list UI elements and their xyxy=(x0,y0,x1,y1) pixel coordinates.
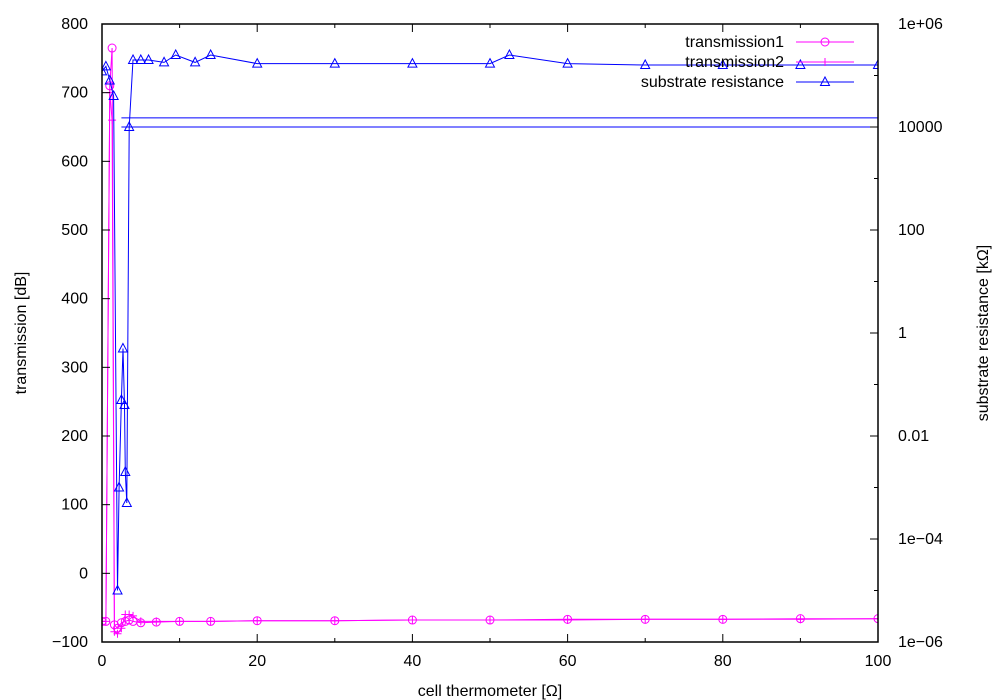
data-point xyxy=(251,57,263,68)
y-tick-label: 200 xyxy=(61,428,88,445)
data-point xyxy=(820,37,830,47)
data-point xyxy=(102,617,110,626)
data-point xyxy=(107,43,117,53)
data-point xyxy=(563,616,572,625)
x-tick-label: 20 xyxy=(248,653,266,670)
data-point xyxy=(189,56,201,67)
data-point xyxy=(170,48,182,60)
data-point xyxy=(330,616,339,625)
x-tick-label: 80 xyxy=(714,653,732,670)
y2-tick-label: 1e−04 xyxy=(898,531,943,548)
y-tick-label: 100 xyxy=(61,497,88,514)
data-point xyxy=(407,57,418,68)
y-tick-label: 500 xyxy=(61,222,88,239)
data-point xyxy=(136,617,145,626)
data-point xyxy=(117,342,129,353)
data-point xyxy=(108,116,117,125)
data-point xyxy=(821,58,829,66)
series-layer xyxy=(102,43,878,638)
data-point xyxy=(175,617,184,626)
data-point xyxy=(504,48,515,60)
series-transmission2 xyxy=(102,88,878,638)
y2-tick-label: 10000 xyxy=(898,119,943,136)
y2-axis-label: substrate resistance [kΩ] xyxy=(975,245,992,421)
y-tick-label: 700 xyxy=(61,85,88,102)
legend-label: transmission1 xyxy=(685,34,784,51)
data-point xyxy=(486,616,494,625)
data-point xyxy=(718,615,727,624)
y-tick-label: 400 xyxy=(61,291,88,308)
data-point xyxy=(113,629,122,638)
data-point xyxy=(125,610,134,619)
series-substrate-resistance xyxy=(102,48,878,595)
y-tick-label: 0 xyxy=(79,565,88,582)
data-point xyxy=(874,614,878,623)
y-tick-label: 800 xyxy=(61,16,88,33)
data-point xyxy=(872,58,878,69)
data-point xyxy=(152,617,161,626)
data-point xyxy=(102,60,112,71)
legend-label: substrate resistance xyxy=(641,74,784,91)
y2-tick-label: 100 xyxy=(898,222,925,239)
y2-tick-label: 0.01 xyxy=(898,428,929,445)
y-axis-label: transmission [dB] xyxy=(13,272,30,395)
data-point xyxy=(121,496,133,508)
series-line xyxy=(102,54,878,591)
data-point xyxy=(639,58,651,69)
data-point xyxy=(562,57,573,68)
y-tick-label: 600 xyxy=(61,153,88,170)
y-tick-label: −100 xyxy=(52,634,88,651)
data-point xyxy=(119,398,130,409)
legend-label: transmission2 xyxy=(685,54,784,71)
data-point xyxy=(795,58,806,69)
data-point xyxy=(135,53,147,64)
data-point xyxy=(484,57,496,68)
data-point xyxy=(119,465,131,476)
data-point xyxy=(112,584,123,595)
x-axis-label: cell thermometer [Ω] xyxy=(418,683,562,700)
data-point xyxy=(102,65,108,76)
legend: transmission1 transmission2 substrate resi… xyxy=(641,34,854,91)
data-point xyxy=(717,58,729,69)
x-tick-label: 40 xyxy=(404,653,422,670)
ticks-layer: 0 20 40 60 80 100 −100 0 100 200 300 400 500 600 700 80… xyxy=(52,16,943,670)
data-point xyxy=(205,48,216,60)
data-point xyxy=(116,393,127,405)
data-point xyxy=(113,481,125,492)
data-point xyxy=(408,616,417,625)
data-point xyxy=(206,617,215,626)
data-point xyxy=(143,53,154,64)
data-point xyxy=(796,615,805,624)
data-point xyxy=(127,53,139,64)
x-tick-label: 60 xyxy=(559,653,577,670)
x-tick-label: 0 xyxy=(98,653,107,670)
y2-tick-label: 1 xyxy=(898,325,907,342)
data-point xyxy=(117,624,126,633)
y2-tick-label: 1e+06 xyxy=(898,16,943,33)
data-point xyxy=(108,89,119,100)
data-point xyxy=(819,75,831,86)
data-point xyxy=(158,56,170,67)
data-point xyxy=(641,615,650,624)
x-tick-label: 100 xyxy=(865,653,892,670)
y-tick-label: 300 xyxy=(61,359,88,376)
data-point xyxy=(129,611,138,620)
data-point xyxy=(123,120,135,131)
data-point xyxy=(104,74,116,85)
data-point xyxy=(253,616,262,625)
y2-tick-label: 1e−06 xyxy=(898,634,943,651)
data-point xyxy=(329,57,341,68)
